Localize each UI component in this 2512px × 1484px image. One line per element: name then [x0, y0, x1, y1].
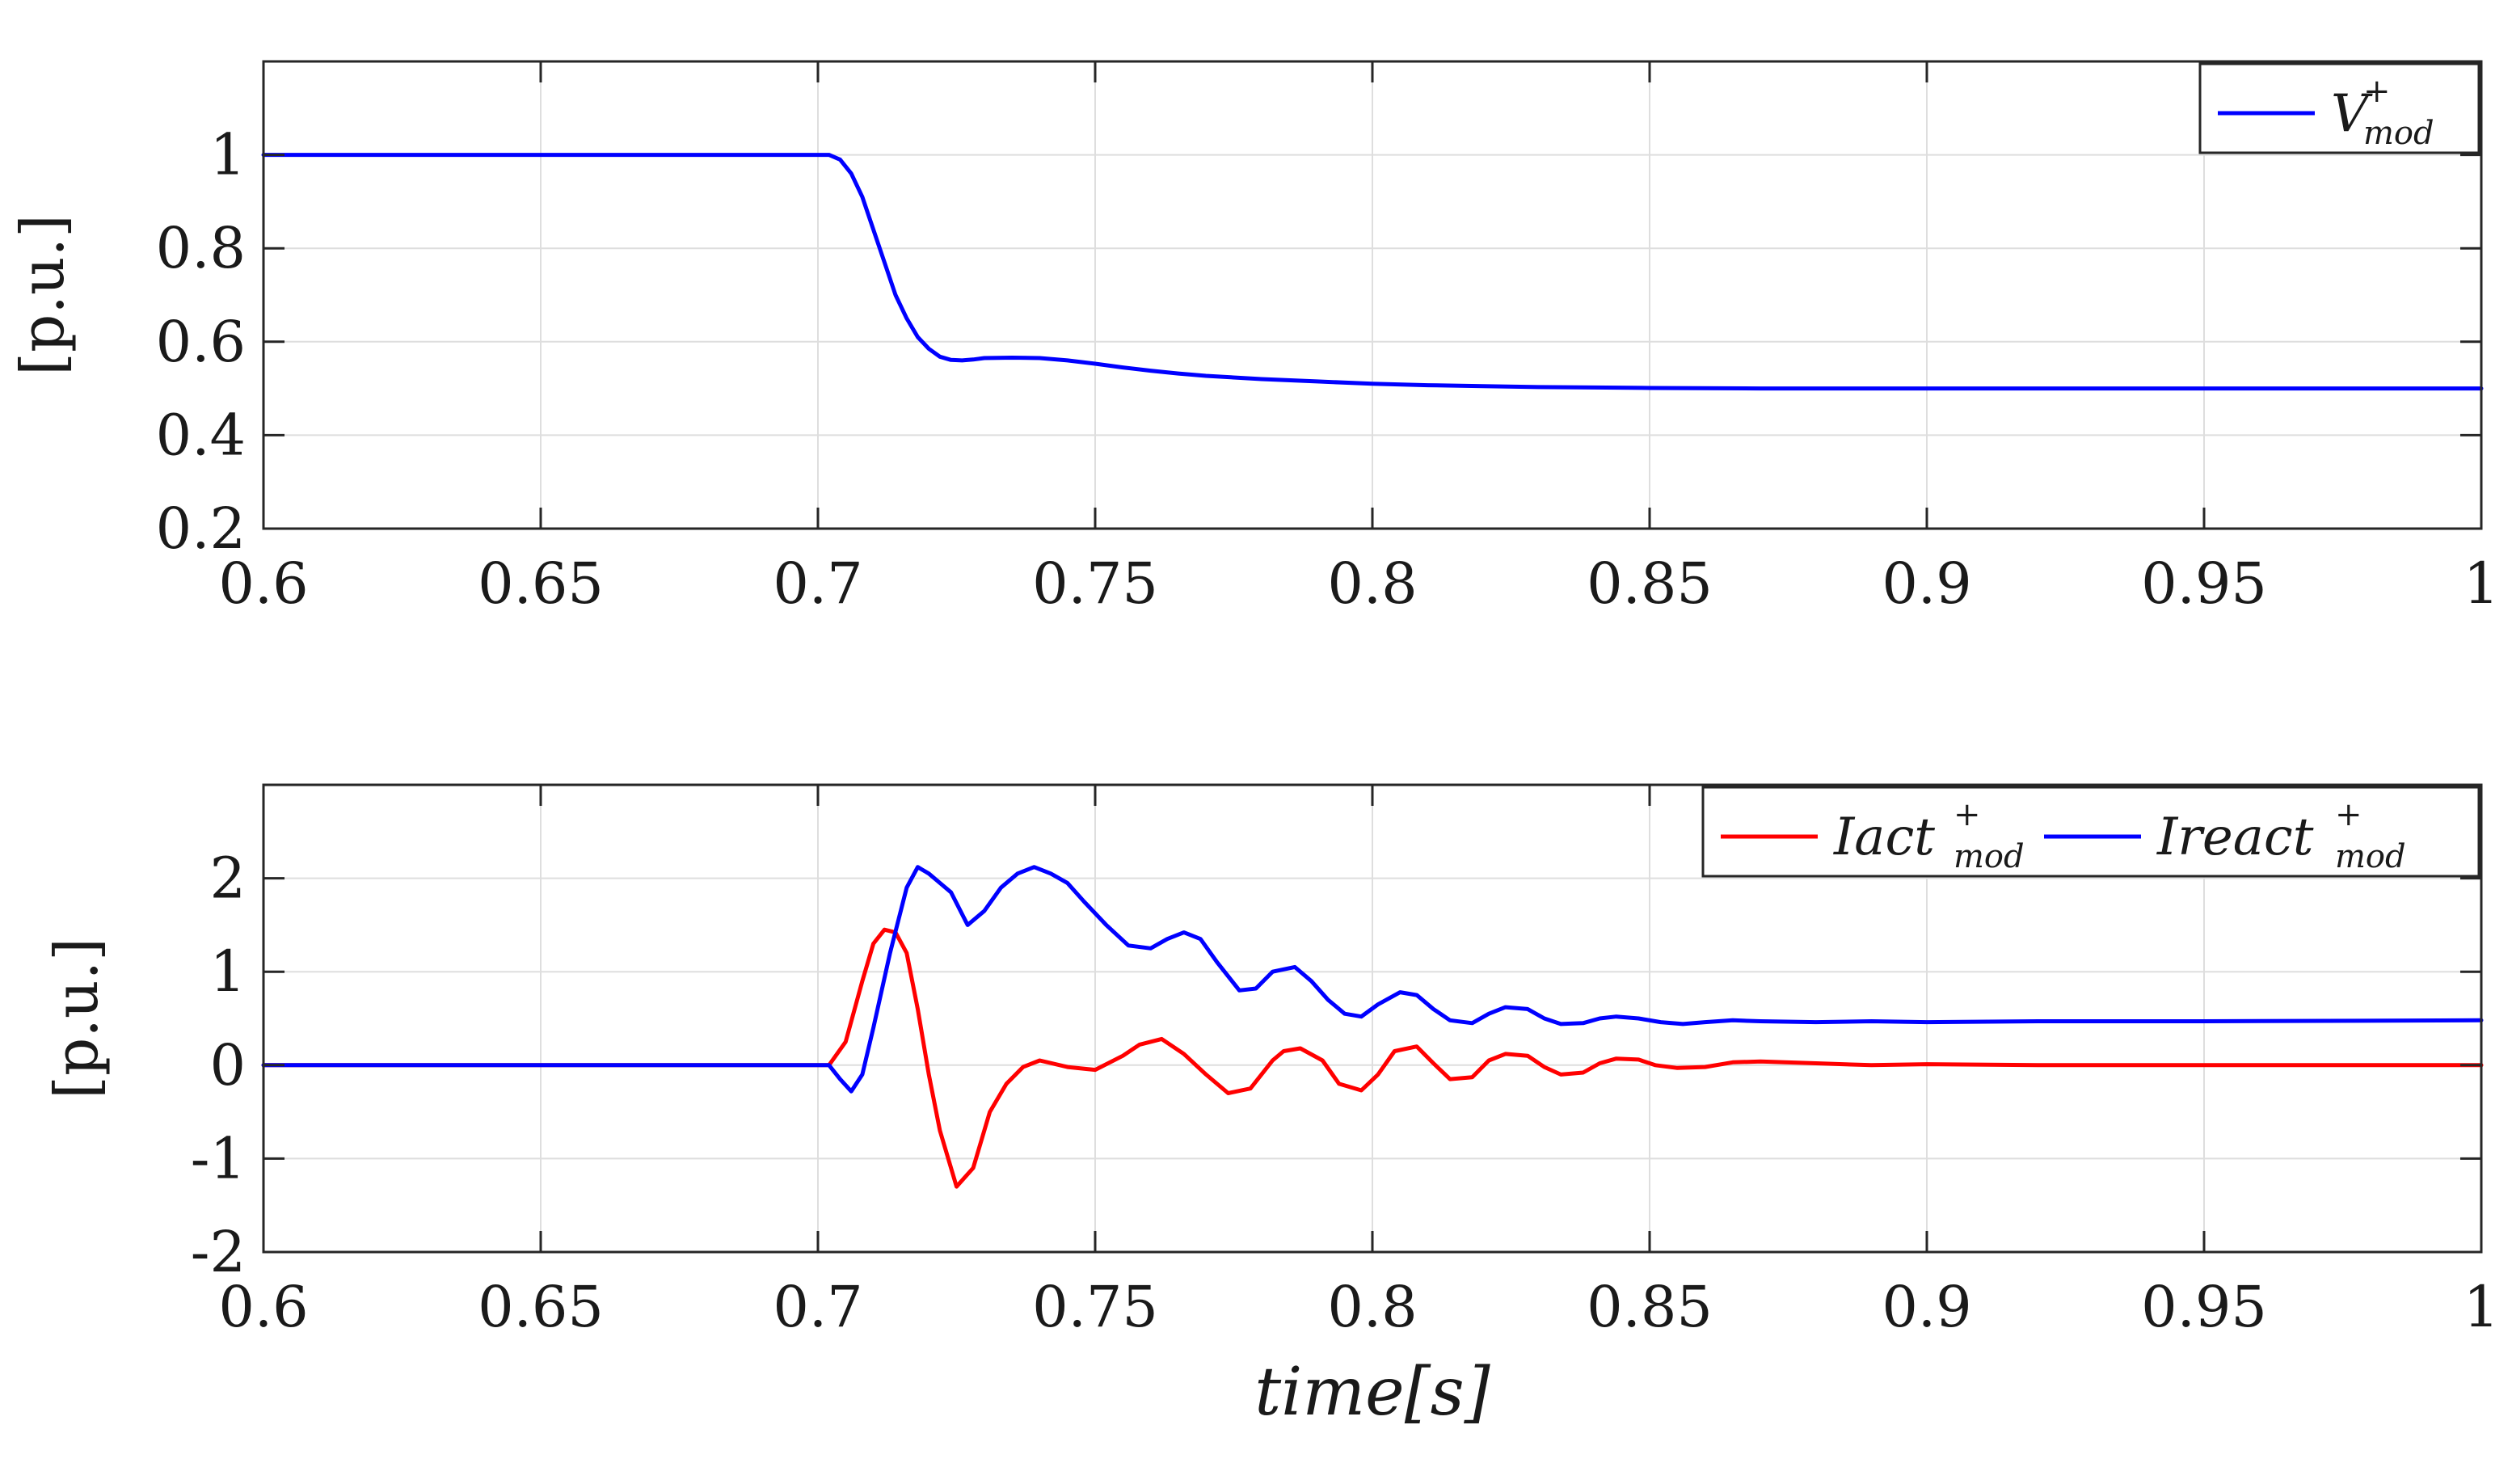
legend-superscript: +: [2363, 73, 2391, 110]
legend-label-v: V: [2331, 84, 2373, 144]
x-tick-label: 0.95: [2141, 550, 2267, 617]
x-tick-label: 0.95: [2141, 1274, 2267, 1340]
series-line-v: [261, 153, 2484, 391]
legend-label-ireact: Ireact: [2156, 807, 2314, 867]
legend: [2198, 62, 2480, 154]
y-tick-label: 0.6: [156, 309, 246, 375]
x-tick-label: 0.8: [1327, 550, 1417, 617]
x-tick-label: 1: [2464, 550, 2500, 617]
y-tick-label: 1: [209, 938, 246, 1005]
x-tick-label: 0.7: [773, 550, 862, 617]
x-tick-label: 0.7: [773, 1274, 862, 1340]
x-tick-label: 0.65: [478, 1274, 604, 1340]
y-tick-label: 0.8: [156, 215, 246, 281]
x-tick-label: 0.9: [1882, 1274, 1971, 1340]
legend-subscript: mod: [1954, 838, 2025, 875]
legend-subscript: mod: [2335, 838, 2406, 875]
x-tick-label: 1: [2464, 1274, 2500, 1340]
x-tick-label: 0.9: [1882, 550, 1971, 617]
legend-superscript: +: [2335, 796, 2362, 833]
current-panel: 0.6 0.65 0.7 0.75 0.8 0.85 0.9 0.95 1 -2 -1 0 1 2 [p.u…: [42, 783, 2500, 1431]
y-tick-label: -2: [191, 1219, 246, 1285]
x-tick-label: 0.8: [1327, 1274, 1417, 1340]
series-line-iact: [261, 927, 2484, 1189]
legend: [1701, 786, 2480, 878]
y-tick-label: 2: [209, 845, 246, 912]
y-axis-label: [p.u.]: [8, 214, 78, 376]
x-tick-label: 0.6: [218, 550, 308, 617]
x-tick-label: 0.75: [1032, 550, 1158, 617]
series-line-ireact: [261, 865, 2484, 1094]
y-tick-label: 0: [209, 1032, 246, 1098]
y-tick-label: 0.4: [156, 402, 246, 468]
legend-subscript: mod: [2363, 115, 2434, 152]
x-tick-label: 0.75: [1032, 1274, 1158, 1340]
voltage-panel: 0.6 0.65 0.7 0.75 0.8 0.85 0.9 0.95 1 0.2 0.4 0.6 0.…: [8, 60, 2500, 617]
x-axis-label: time[s]: [1254, 1354, 1491, 1431]
legend-superscript: +: [1954, 796, 1981, 833]
y-tick-label: -1: [191, 1125, 246, 1191]
y-tick-label: 1: [209, 122, 246, 188]
x-tick-label: 0.6: [218, 1274, 308, 1340]
x-tick-label: 0.85: [1587, 1274, 1713, 1340]
legend-label-iact: Iact: [1833, 807, 1935, 867]
y-axis-label: [p.u.]: [42, 938, 112, 1099]
x-tick-label: 0.85: [1587, 550, 1713, 617]
x-tick-label: 0.65: [478, 550, 604, 617]
y-tick-label: 0.2: [156, 495, 246, 562]
